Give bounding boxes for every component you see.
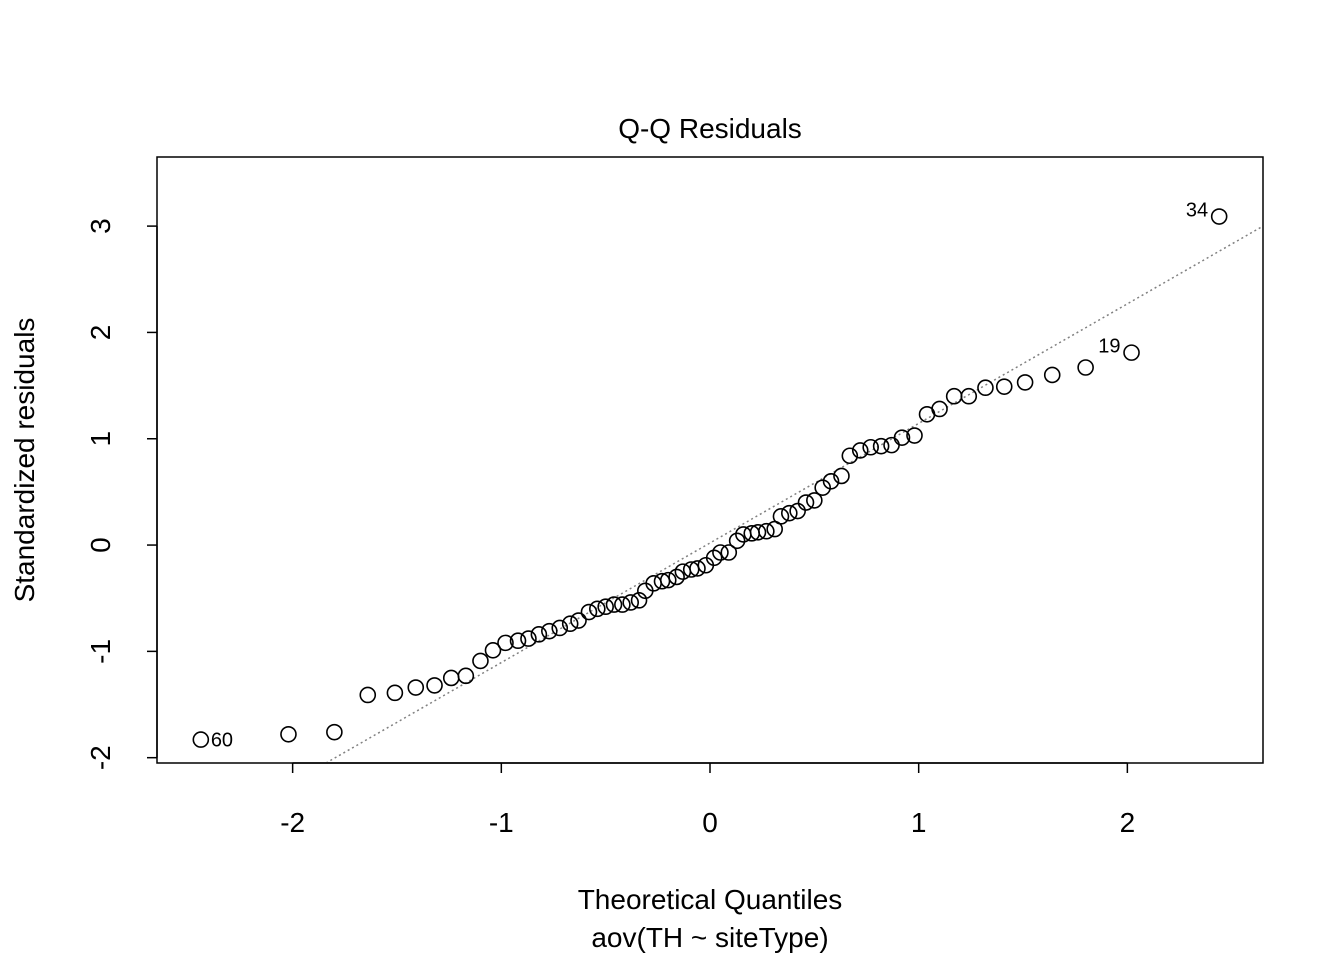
data-point [326, 723, 343, 741]
y-axis-label: Standardized residuals [9, 318, 40, 603]
data-point [622, 594, 640, 611]
data-point [797, 494, 815, 511]
x-tick-label: -2 [280, 807, 305, 838]
data-point [614, 596, 631, 613]
y-tick-label: 3 [85, 218, 116, 234]
data-point [659, 571, 677, 589]
data-point [1016, 374, 1034, 391]
y-tick-label: -1 [85, 639, 116, 664]
data-point [589, 600, 606, 618]
x-axis-sublabel: aov(TH ~ siteType) [591, 922, 828, 953]
data-point [945, 387, 963, 405]
data-point [728, 532, 746, 550]
data-point [551, 619, 569, 637]
x-tick-label: -1 [489, 807, 514, 838]
point-label: 60 [211, 730, 233, 752]
data-point [426, 677, 443, 694]
y-tick-label: -2 [85, 745, 116, 770]
data-point [1077, 359, 1094, 376]
data-point [442, 669, 460, 687]
data-point [780, 504, 798, 522]
data-point [872, 437, 890, 455]
data-point [806, 492, 823, 509]
data-point [407, 679, 425, 696]
plot-frame [156, 156, 1264, 764]
data-point [457, 667, 475, 685]
x-tick-label: 0 [702, 807, 718, 838]
data-point [841, 447, 859, 465]
data-point [931, 400, 948, 418]
x-tick-label: 1 [911, 807, 927, 838]
x-axis: -2 -1 0 1 2 [280, 762, 1136, 838]
data-point [772, 508, 790, 525]
data-point [862, 438, 879, 456]
data-point [720, 544, 738, 561]
data-point [1123, 344, 1140, 361]
data-point [597, 598, 614, 616]
x-tick-label: 2 [1120, 807, 1136, 838]
x-axis-label: Theoretical Quantiles [578, 884, 843, 915]
data-point [689, 560, 706, 577]
data-point [630, 592, 648, 609]
data-point [509, 632, 527, 650]
chart-title: Q-Q Residuals [618, 113, 802, 144]
y-tick-label: 2 [85, 325, 116, 341]
data-point [705, 549, 723, 567]
data-point [1043, 366, 1061, 384]
data-point [712, 544, 729, 561]
data-point [960, 387, 978, 405]
data-point [893, 429, 911, 446]
data-point [520, 630, 537, 647]
data-point [851, 442, 869, 459]
data-point [749, 523, 767, 541]
data-point [789, 502, 806, 520]
data-point [472, 652, 489, 670]
data-point [280, 725, 297, 743]
data-point [758, 522, 775, 540]
data-point [668, 568, 685, 586]
data-point [580, 603, 598, 621]
y-tick-label: 0 [85, 537, 116, 553]
data-point [605, 596, 623, 613]
data-point [570, 612, 587, 629]
data-point [814, 479, 831, 496]
data-point [359, 686, 377, 704]
point-label: 34 [1186, 200, 1208, 222]
data-point [541, 622, 558, 640]
data-point [497, 634, 514, 652]
data-point [822, 472, 840, 490]
data-point [906, 427, 923, 444]
y-tick-label: 1 [85, 431, 116, 447]
data-point [833, 467, 850, 485]
y-axis: -2 -1 0 1 2 3 [85, 218, 158, 770]
data-point [883, 436, 900, 454]
data-point [484, 642, 502, 659]
data-point [1210, 208, 1228, 225]
data-point [530, 626, 548, 643]
reference-line [325, 225, 1264, 764]
data-point [977, 379, 994, 397]
data-point [995, 378, 1013, 395]
data-point [386, 684, 404, 702]
data-point [561, 615, 579, 633]
point-label: 19 [1098, 336, 1120, 358]
data-point [192, 731, 210, 748]
